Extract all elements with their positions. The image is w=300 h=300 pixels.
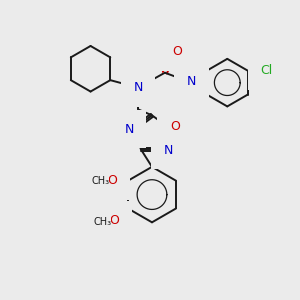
Text: O: O [109, 214, 119, 227]
Text: O: O [107, 174, 117, 187]
Text: O: O [172, 45, 182, 58]
Text: N: N [163, 144, 173, 157]
Text: N: N [134, 81, 143, 94]
Text: O: O [170, 120, 180, 133]
Text: CH₃: CH₃ [93, 217, 111, 227]
Text: CH₃: CH₃ [91, 176, 109, 186]
Text: Cl: Cl [261, 64, 273, 77]
Text: N: N [124, 123, 134, 136]
Text: N: N [187, 75, 196, 88]
Text: H: H [188, 69, 195, 79]
